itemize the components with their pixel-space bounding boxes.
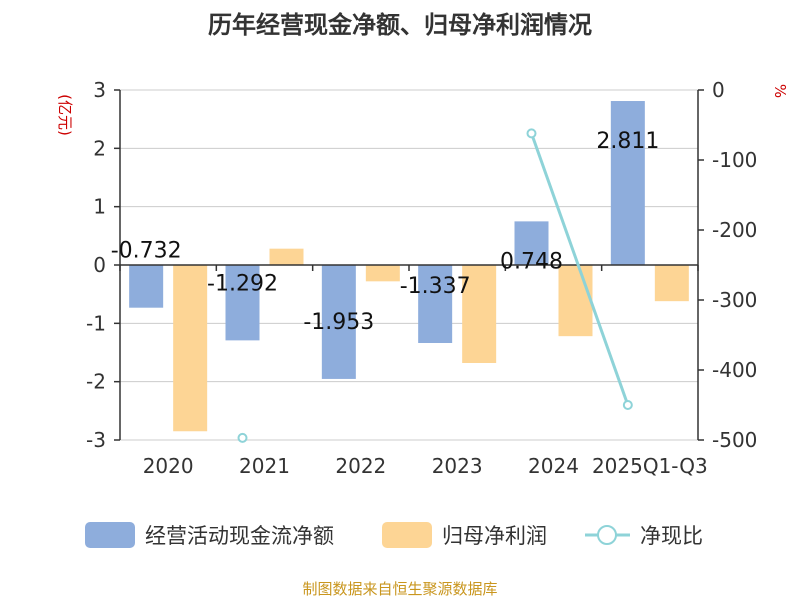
right-tick-label: -100 bbox=[712, 148, 757, 172]
gridlines bbox=[120, 89, 698, 441]
left-tick-label: -1 bbox=[86, 311, 106, 335]
ratio-point bbox=[526, 128, 537, 139]
cashflow-bar bbox=[225, 265, 260, 341]
cashflow-data-label: -0.732 bbox=[111, 239, 182, 264]
right-tick-label: -300 bbox=[712, 288, 757, 312]
cashflow-data-label: -1.953 bbox=[303, 310, 374, 335]
chart-title: 历年经营现金净额、归母净利润情况 bbox=[208, 11, 592, 39]
cashflow-bar bbox=[321, 265, 356, 379]
left-axis-unit: (亿元) bbox=[56, 94, 74, 136]
profit-bar bbox=[173, 265, 208, 432]
left-tick-label: 3 bbox=[93, 78, 106, 102]
left-tick-label: 1 bbox=[93, 195, 106, 219]
cashflow-data-label: -1.337 bbox=[400, 274, 471, 299]
right-tick-label: -400 bbox=[712, 358, 757, 382]
legend-swatch-ratio-marker bbox=[597, 525, 617, 545]
right-tick-label: -200 bbox=[712, 218, 757, 242]
ratio-line-path bbox=[530, 132, 630, 406]
ratio-line bbox=[237, 128, 633, 443]
category-label: 2024 bbox=[528, 454, 579, 478]
cashflow-data-label: 2.811 bbox=[596, 129, 659, 154]
bars bbox=[129, 101, 689, 432]
legend-label-profit: 归母净利润 bbox=[442, 524, 547, 548]
right-axis-unit: % bbox=[771, 84, 789, 98]
data-labels: -0.732 -1.292 -1.953 -1.337 0.748 2.811 bbox=[111, 129, 660, 335]
right-tick-label: -500 bbox=[712, 428, 757, 452]
category-label: 2020 bbox=[143, 454, 194, 478]
ratio-point bbox=[622, 400, 633, 410]
category-label: 2021 bbox=[239, 454, 290, 478]
cashflow-data-label: 0.748 bbox=[500, 249, 563, 274]
cashflow-bar bbox=[129, 265, 164, 308]
legend-label-ratio: 净现比 bbox=[640, 524, 703, 548]
left-tick-label: -3 bbox=[86, 428, 106, 452]
left-tick-label: -2 bbox=[86, 370, 106, 394]
legend-swatch-profit bbox=[382, 522, 432, 548]
category-label: 2023 bbox=[432, 454, 483, 478]
legend-swatch-cashflow bbox=[85, 522, 135, 548]
profit-bar bbox=[558, 265, 593, 337]
legend-label-cashflow: 经营活动现金流净额 bbox=[145, 524, 334, 548]
cashflow-bar bbox=[610, 101, 645, 266]
profit-bar bbox=[269, 248, 304, 265]
cashflow-bar bbox=[514, 221, 549, 265]
category-label: 2025Q1-Q3 bbox=[592, 454, 708, 478]
source-note: 制图数据来自恒生聚源数据库 bbox=[302, 580, 497, 598]
right-tick-label: 0 bbox=[712, 78, 725, 102]
left-tick-label: 2 bbox=[93, 136, 106, 160]
axes: 3 2 1 0 -1 -2 -3 0 -100 -200 -300 -400 -500 2020 2021 2… bbox=[86, 78, 757, 478]
cashflow-data-label: -1.292 bbox=[207, 271, 278, 296]
left-tick-label: 0 bbox=[93, 253, 106, 277]
ratio-point bbox=[237, 432, 248, 443]
category-label: 2022 bbox=[335, 454, 386, 478]
legend: 经营活动现金流净额 归母净利润 净现比 bbox=[85, 522, 703, 548]
cashflow-bar bbox=[418, 265, 453, 343]
profit-bar bbox=[462, 265, 497, 363]
profit-bar bbox=[365, 265, 400, 282]
profit-bar bbox=[654, 265, 689, 302]
